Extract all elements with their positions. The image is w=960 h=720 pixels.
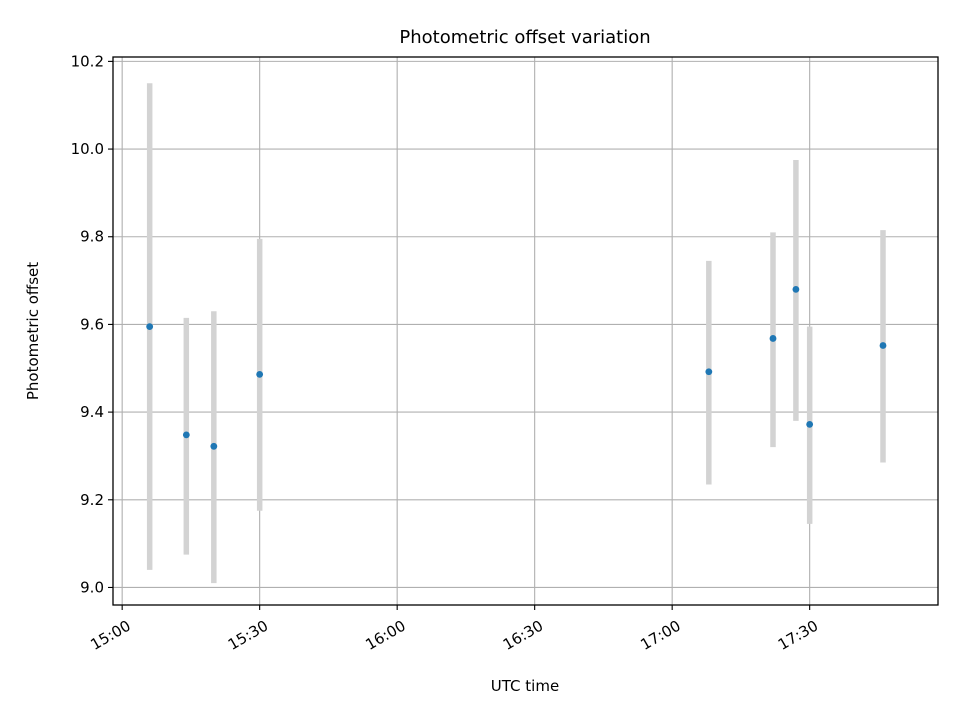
- plot-frame: [112, 56, 939, 606]
- data-point-8: [879, 342, 887, 349]
- y-tick-label: 9.2: [80, 491, 104, 509]
- data-point-7: [806, 420, 814, 428]
- y-tick-label: 9.4: [80, 403, 104, 421]
- y-tick-label: 9.8: [80, 228, 104, 246]
- y-tick-label: 10.2: [71, 52, 104, 70]
- data-points: [146, 285, 887, 450]
- y-tick-label: 10.0: [71, 140, 104, 158]
- y-tick-label: 9.0: [80, 578, 104, 596]
- data-point-1: [182, 431, 190, 439]
- data-point-3: [256, 371, 264, 378]
- y-axis-ticks: 9.0 9.2 9.4 9.6 9.8 10.0 10.2: [71, 52, 113, 596]
- y-tick-label: 9.6: [80, 315, 104, 333]
- data-point-4: [705, 368, 713, 376]
- chart-title: Photometric offset variation: [399, 27, 650, 48]
- data-point-6: [792, 285, 800, 293]
- data-point-2: [210, 442, 218, 450]
- x-axis-label: UTC time: [491, 677, 559, 695]
- y-axis-label: Photometric offset: [24, 262, 42, 400]
- data-point-5: [769, 335, 777, 342]
- data-point-0: [146, 323, 154, 331]
